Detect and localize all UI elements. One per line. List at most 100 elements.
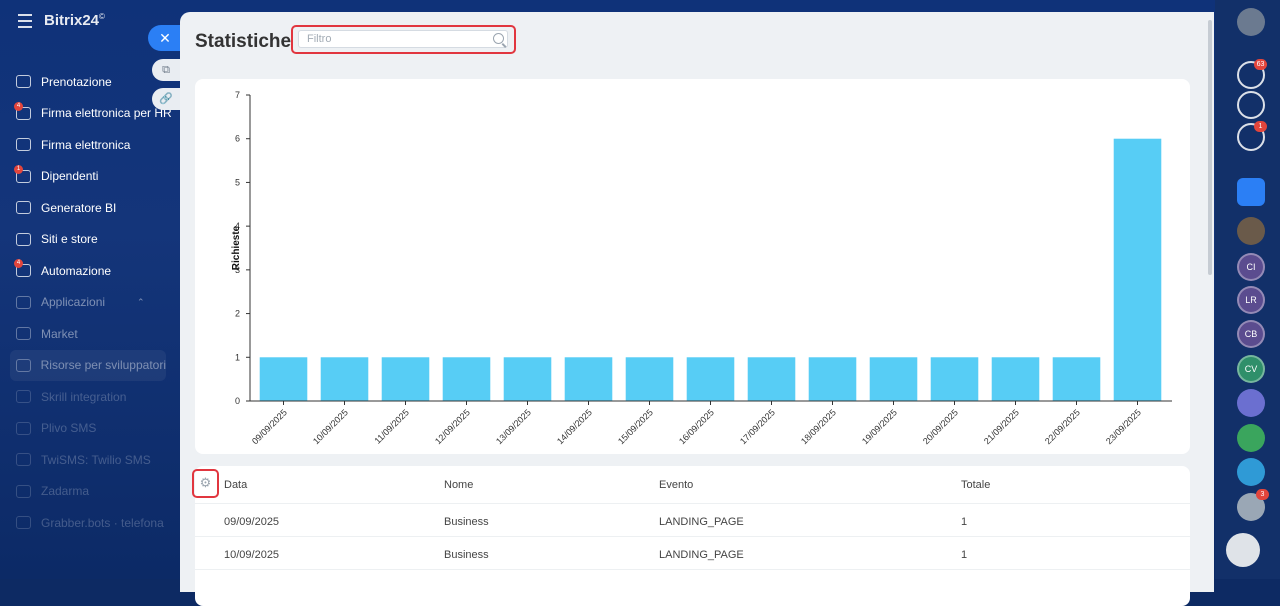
sidebar-menu: Prenotazione 4 Firma elettronica per HR Fir… [10, 66, 172, 539]
openline-icon[interactable] [1237, 458, 1265, 486]
document-sign-icon: 4 [14, 101, 31, 120]
cell-data: 10/09/2025 [224, 549, 280, 561]
bar-09/09/2025 [259, 357, 308, 401]
app-icon [16, 421, 31, 435]
right-sidebar: 63 1 CI LR CB CV 3 [1215, 0, 1280, 579]
sidebar-item-label: Skrill integration [41, 389, 127, 404]
copilot-icon[interactable] [1237, 91, 1265, 119]
sidebar-item[interactable]: 4 Automazione [14, 255, 172, 287]
bell-icon[interactable]: 63 [1237, 59, 1267, 89]
column-header-nome[interactable]: Nome [444, 479, 474, 491]
bar-16/09/2025 [686, 357, 735, 401]
x-tick-label: 23/09/2025 [1104, 407, 1143, 446]
y-tick-label: 2 [235, 309, 240, 319]
column-header-data[interactable]: Data [224, 479, 248, 491]
app-icon [16, 390, 31, 404]
y-tick-label: 7 [235, 90, 240, 100]
bar-11/09/2025 [381, 357, 430, 401]
bar-15/09/2025 [625, 357, 674, 401]
scrollbar[interactable] [1208, 20, 1212, 275]
y-tick-label: 0 [235, 396, 240, 406]
chat-icon[interactable]: 1 [1237, 121, 1267, 151]
table-row[interactable]: 09/09/2025 Business LANDING_PAGE 1 [195, 503, 1190, 537]
column-header-totale[interactable]: Totale [961, 479, 991, 491]
notifications-badge: 63 [1254, 59, 1267, 70]
open-in-new-window-icon[interactable]: ⧉ [152, 59, 180, 81]
app-icon [16, 516, 31, 530]
bookmark-icon[interactable] [1237, 178, 1265, 206]
bar-23/09/2025 [1113, 138, 1162, 401]
copy-link-icon[interactable]: 🔗 [152, 88, 180, 110]
sidebar-item-label: Firma elettronica per HR [41, 106, 172, 121]
chart-card: 0 1 2 3 4 5 6 7 Richieste 09/09/2025 10/09/2025 11/… [195, 79, 1190, 454]
bot-avatar[interactable]: 3 [1237, 489, 1269, 521]
filter-highlight [291, 25, 516, 54]
y-tick-label: 4 [235, 221, 240, 231]
x-tick-label: 10/09/2025 [311, 407, 350, 446]
channel-icon[interactable] [1237, 424, 1265, 452]
statistics-table: ⚙ Data Nome Evento Totale 09/09/2025 Bus… [192, 466, 1190, 606]
bar-chart-icon [16, 201, 31, 215]
sidebar-item[interactable]: Risorse per sviluppatori [10, 349, 166, 381]
sidebar-badge: 1 [14, 164, 23, 174]
y-tick-label: 6 [235, 134, 240, 144]
bar-10/09/2025 [320, 357, 369, 401]
sidebar-item[interactable]: 4 Firma elettronica per HR [14, 98, 172, 130]
sidebar-item[interactable]: Firma elettronica [16, 129, 172, 161]
bar-14/09/2025 [564, 357, 613, 401]
y-tick-label: 3 [235, 265, 240, 275]
cell-data: 09/09/2025 [224, 516, 280, 528]
sidebar-item[interactable]: Generatore BI [16, 192, 172, 224]
sidebar-item-label: Generatore BI [41, 200, 117, 215]
contact-avatar-ci[interactable]: CI [1237, 253, 1265, 281]
sidebar-item-label: TwiSMS: Twilio SMS [41, 452, 151, 467]
contact-avatar[interactable] [1237, 217, 1265, 245]
sidebar-item-label: Dipendenti [41, 169, 99, 184]
menu-icon[interactable] [18, 13, 32, 28]
cell-evento: LANDING_PAGE [659, 549, 744, 561]
close-slider-button[interactable]: ✕ [148, 25, 182, 51]
sidebar-item-label: Applicazioni [41, 295, 106, 310]
sidebar-item[interactable]: 1 Dipendenti [14, 161, 172, 193]
cart-icon [16, 232, 31, 246]
calendar-grid-icon [16, 75, 31, 89]
sidebar-item[interactable]: Market [16, 318, 172, 350]
bar-12/09/2025 [442, 357, 491, 401]
code-icon [16, 358, 31, 372]
more-menu-icon[interactable] [1226, 533, 1260, 567]
cell-nome: Business [444, 549, 489, 561]
sidebar-item[interactable]: TwiSMS: Twilio SMS [16, 444, 172, 476]
sidebar-item-label: Grabber.bots · telefona [41, 515, 164, 530]
chevron-up-icon[interactable]: ⌃ [137, 296, 145, 307]
sidebar-item[interactable]: Siti e store [16, 224, 172, 256]
bar-21/09/2025 [991, 357, 1040, 401]
cell-totale: 1 [961, 516, 968, 528]
gear-icon[interactable]: ⚙ [199, 475, 212, 490]
contact-avatar-cv[interactable]: CV [1237, 355, 1265, 383]
sidebar-item[interactable]: Applicazioni ⌃ [16, 287, 172, 319]
x-tick-label: 15/09/2025 [616, 407, 655, 446]
x-tick-label: 12/09/2025 [433, 407, 472, 446]
sidebar-item[interactable]: Zadarma [16, 476, 172, 508]
table-row[interactable]: 10/09/2025 Business LANDING_PAGE 1 [195, 536, 1190, 570]
brand: Bitrix24© [18, 12, 105, 29]
filter-input[interactable] [298, 30, 508, 48]
sidebar-item-label: Siti e store [41, 232, 98, 247]
sidebar-item[interactable]: Plivo SMS [16, 413, 172, 445]
user-avatar[interactable] [1237, 8, 1265, 36]
sidebar-item-label: Prenotazione [41, 74, 112, 89]
search-icon[interactable] [493, 33, 504, 44]
x-tick-label: 22/09/2025 [1043, 407, 1082, 446]
sidebar-item[interactable]: Skrill integration [16, 381, 172, 413]
sidebar-item[interactable]: Grabber.bots · telefona [16, 507, 172, 539]
contact-avatar-lr[interactable]: LR [1237, 286, 1265, 314]
pen-icon [16, 138, 31, 152]
sidebar-item[interactable]: Prenotazione [16, 66, 172, 98]
sidebar-item-label: Zadarma [41, 484, 90, 499]
contact-avatar-cb[interactable]: CB [1237, 320, 1265, 348]
group-icon[interactable] [1237, 389, 1265, 417]
column-header-evento[interactable]: Evento [659, 479, 694, 491]
bar-17/09/2025 [747, 357, 796, 401]
x-tick-label: 19/09/2025 [860, 407, 899, 446]
sidebar-item-label: Automazione [41, 263, 112, 278]
